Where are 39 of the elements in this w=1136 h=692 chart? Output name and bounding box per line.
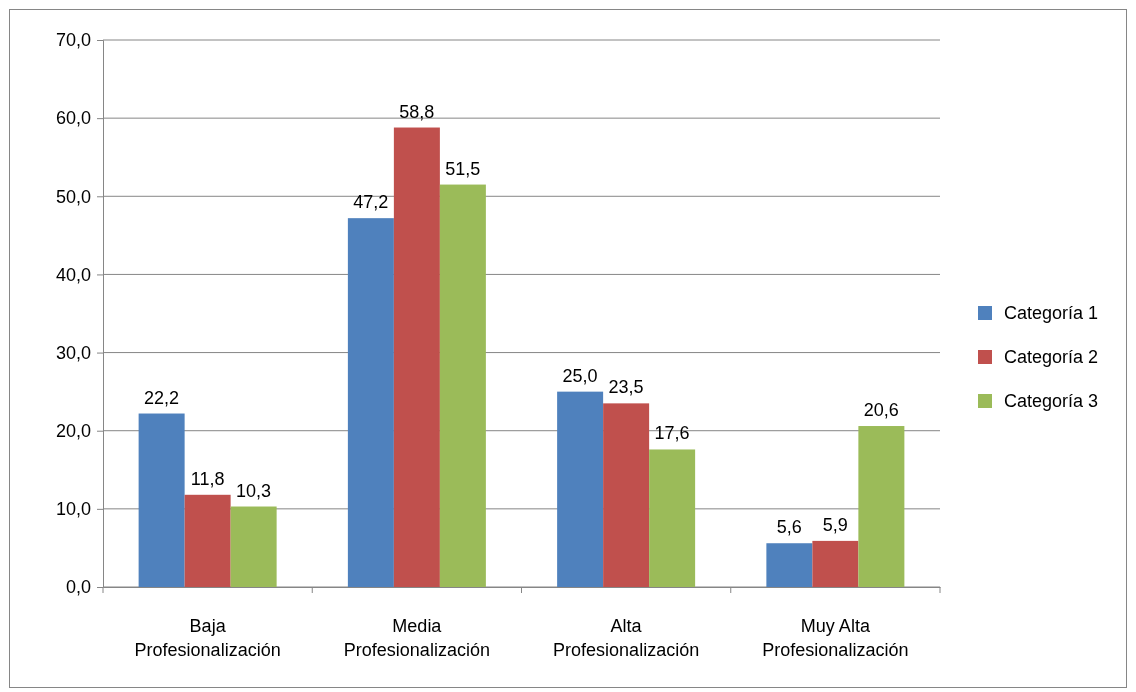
y-tick-label: 50,0 [55,186,91,207]
y-tick-label: 40,0 [55,264,91,285]
data-label: 47,2 [353,192,389,213]
data-label: 23,5 [608,377,644,398]
bar [347,218,394,587]
y-tick-label: 20,0 [55,420,91,441]
bar [230,506,277,587]
data-label: 11,8 [190,468,225,489]
x-tick-label: Muy Alta Profesionalización [762,616,909,660]
bar [184,494,231,587]
bar [138,413,185,587]
legend-label: Categoría 3 [1004,391,1099,411]
legend-label: Categoría 1 [1004,303,1099,323]
data-label: 10,3 [236,480,272,501]
data-label: 5,6 [776,517,802,538]
x-tick-label: Alta Profesionalización [553,616,700,660]
data-label: 51,5 [445,158,481,179]
y-tick-label: 60,0 [55,108,91,129]
y-tick-label: 30,0 [55,342,91,363]
bar [812,540,859,587]
data-label: 25,0 [562,365,598,386]
bar [439,184,486,587]
bar [393,127,440,587]
x-tick-label: Media Profesionalización [343,616,490,660]
bar [766,543,813,587]
bar [557,391,604,587]
x-tick-label: Baja Profesionalización [134,616,281,660]
y-tick-label: 10,0 [55,499,91,520]
data-label: 58,8 [399,101,435,122]
y-tick-label: 0,0 [65,577,91,598]
y-tick-label: 70,0 [55,30,91,51]
bar [649,449,696,587]
data-label: 22,2 [144,387,180,408]
data-label: 17,6 [654,423,690,444]
data-label: 20,6 [863,400,899,421]
data-label: 5,9 [822,514,848,535]
bar [858,426,905,587]
legend-label: Categoría 2 [1004,347,1099,367]
bar [603,403,650,587]
